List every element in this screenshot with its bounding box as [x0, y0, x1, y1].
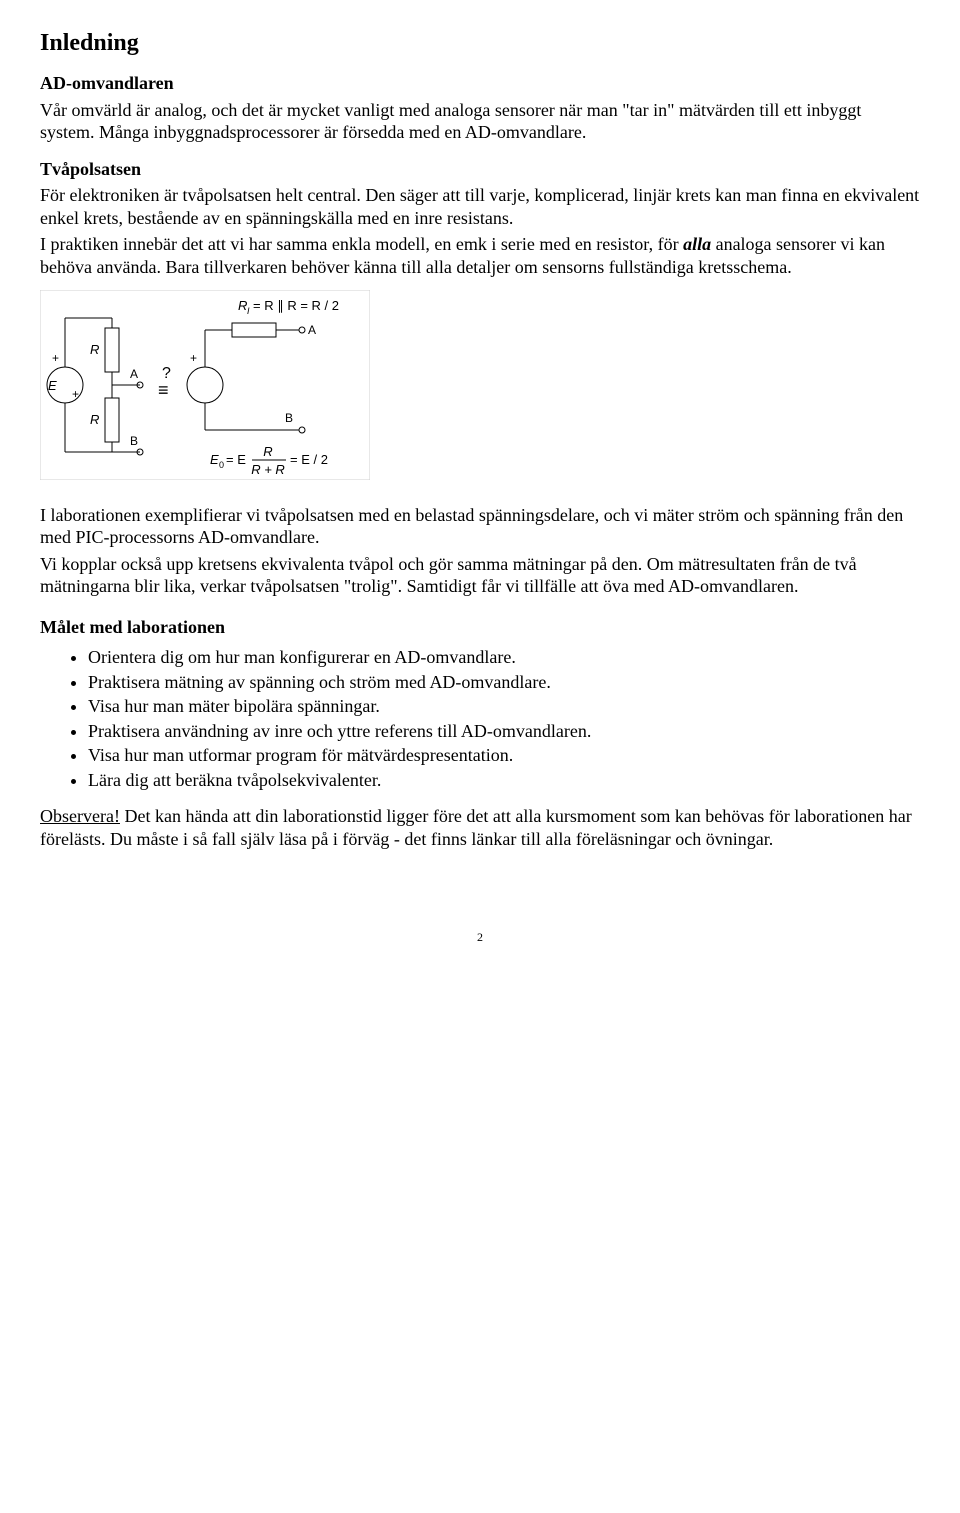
list-item: Visa hur man mäter bipolära spänningar. — [88, 695, 920, 718]
svg-text:B: B — [285, 411, 293, 425]
svg-text:B: B — [130, 434, 138, 448]
svg-text:E: E — [210, 452, 219, 467]
page-title: Inledning — [40, 28, 920, 58]
svg-text:R + R: R + R — [251, 462, 285, 477]
note-text: Det kan hända att din laborationstid lig… — [40, 806, 912, 849]
svg-text:A: A — [308, 323, 316, 337]
svg-text:A: A — [130, 367, 138, 381]
svg-text:R: R — [238, 298, 247, 313]
svg-text:E: E — [48, 378, 57, 393]
svg-text:≡: ≡ — [158, 380, 169, 400]
list-item: Visa hur man utformar program för mätvär… — [88, 744, 920, 767]
svg-text:+: + — [72, 387, 79, 401]
svg-text:= R ∥ R = R / 2: = R ∥ R = R / 2 — [253, 298, 339, 313]
section-head-ad: AD-omvandlaren — [40, 72, 920, 95]
note-lead: Observera! — [40, 806, 120, 826]
list-item: Praktisera användning av inre och yttre … — [88, 720, 920, 743]
paragraph: Vi kopplar också upp kretsens ekvivalent… — [40, 553, 920, 598]
paragraph: För elektroniken är tvåpolsatsen helt ce… — [40, 184, 920, 229]
paragraph: I laborationen exemplifierar vi tvåpolsa… — [40, 504, 920, 549]
emphasis: alla — [683, 234, 711, 254]
svg-text:= E: = E — [226, 452, 246, 467]
section-head-goals: Målet med laborationen — [40, 616, 920, 639]
list-item: Praktisera mätning av spänning och ström… — [88, 671, 920, 694]
circuit-diagram: + E R A R + B — [40, 290, 920, 486]
svg-text:+: + — [52, 351, 59, 365]
paragraph: I praktiken innebär det att vi har samma… — [40, 233, 920, 278]
observe-note: Observera! Det kan hända att din laborat… — [40, 805, 920, 850]
svg-text:R: R — [263, 444, 272, 459]
list-item: Lära dig att beräkna tvåpolsekvivalenter… — [88, 769, 920, 792]
goals-list: Orientera dig om hur man konfigurerar en… — [40, 646, 920, 791]
text-span: I praktiken innebär det att vi har samma… — [40, 234, 683, 254]
svg-text:R: R — [90, 412, 99, 427]
paragraph: Vår omvärld är analog, och det är mycket… — [40, 99, 920, 144]
svg-text:R: R — [90, 342, 99, 357]
list-item: Orientera dig om hur man konfigurerar en… — [88, 646, 920, 669]
page-number: 2 — [40, 930, 920, 945]
svg-text:0: 0 — [219, 460, 224, 470]
section-head-tvapol: Tvåpolsatsen — [40, 158, 920, 181]
svg-text:+: + — [190, 351, 197, 365]
svg-text:= E / 2: = E / 2 — [290, 452, 328, 467]
